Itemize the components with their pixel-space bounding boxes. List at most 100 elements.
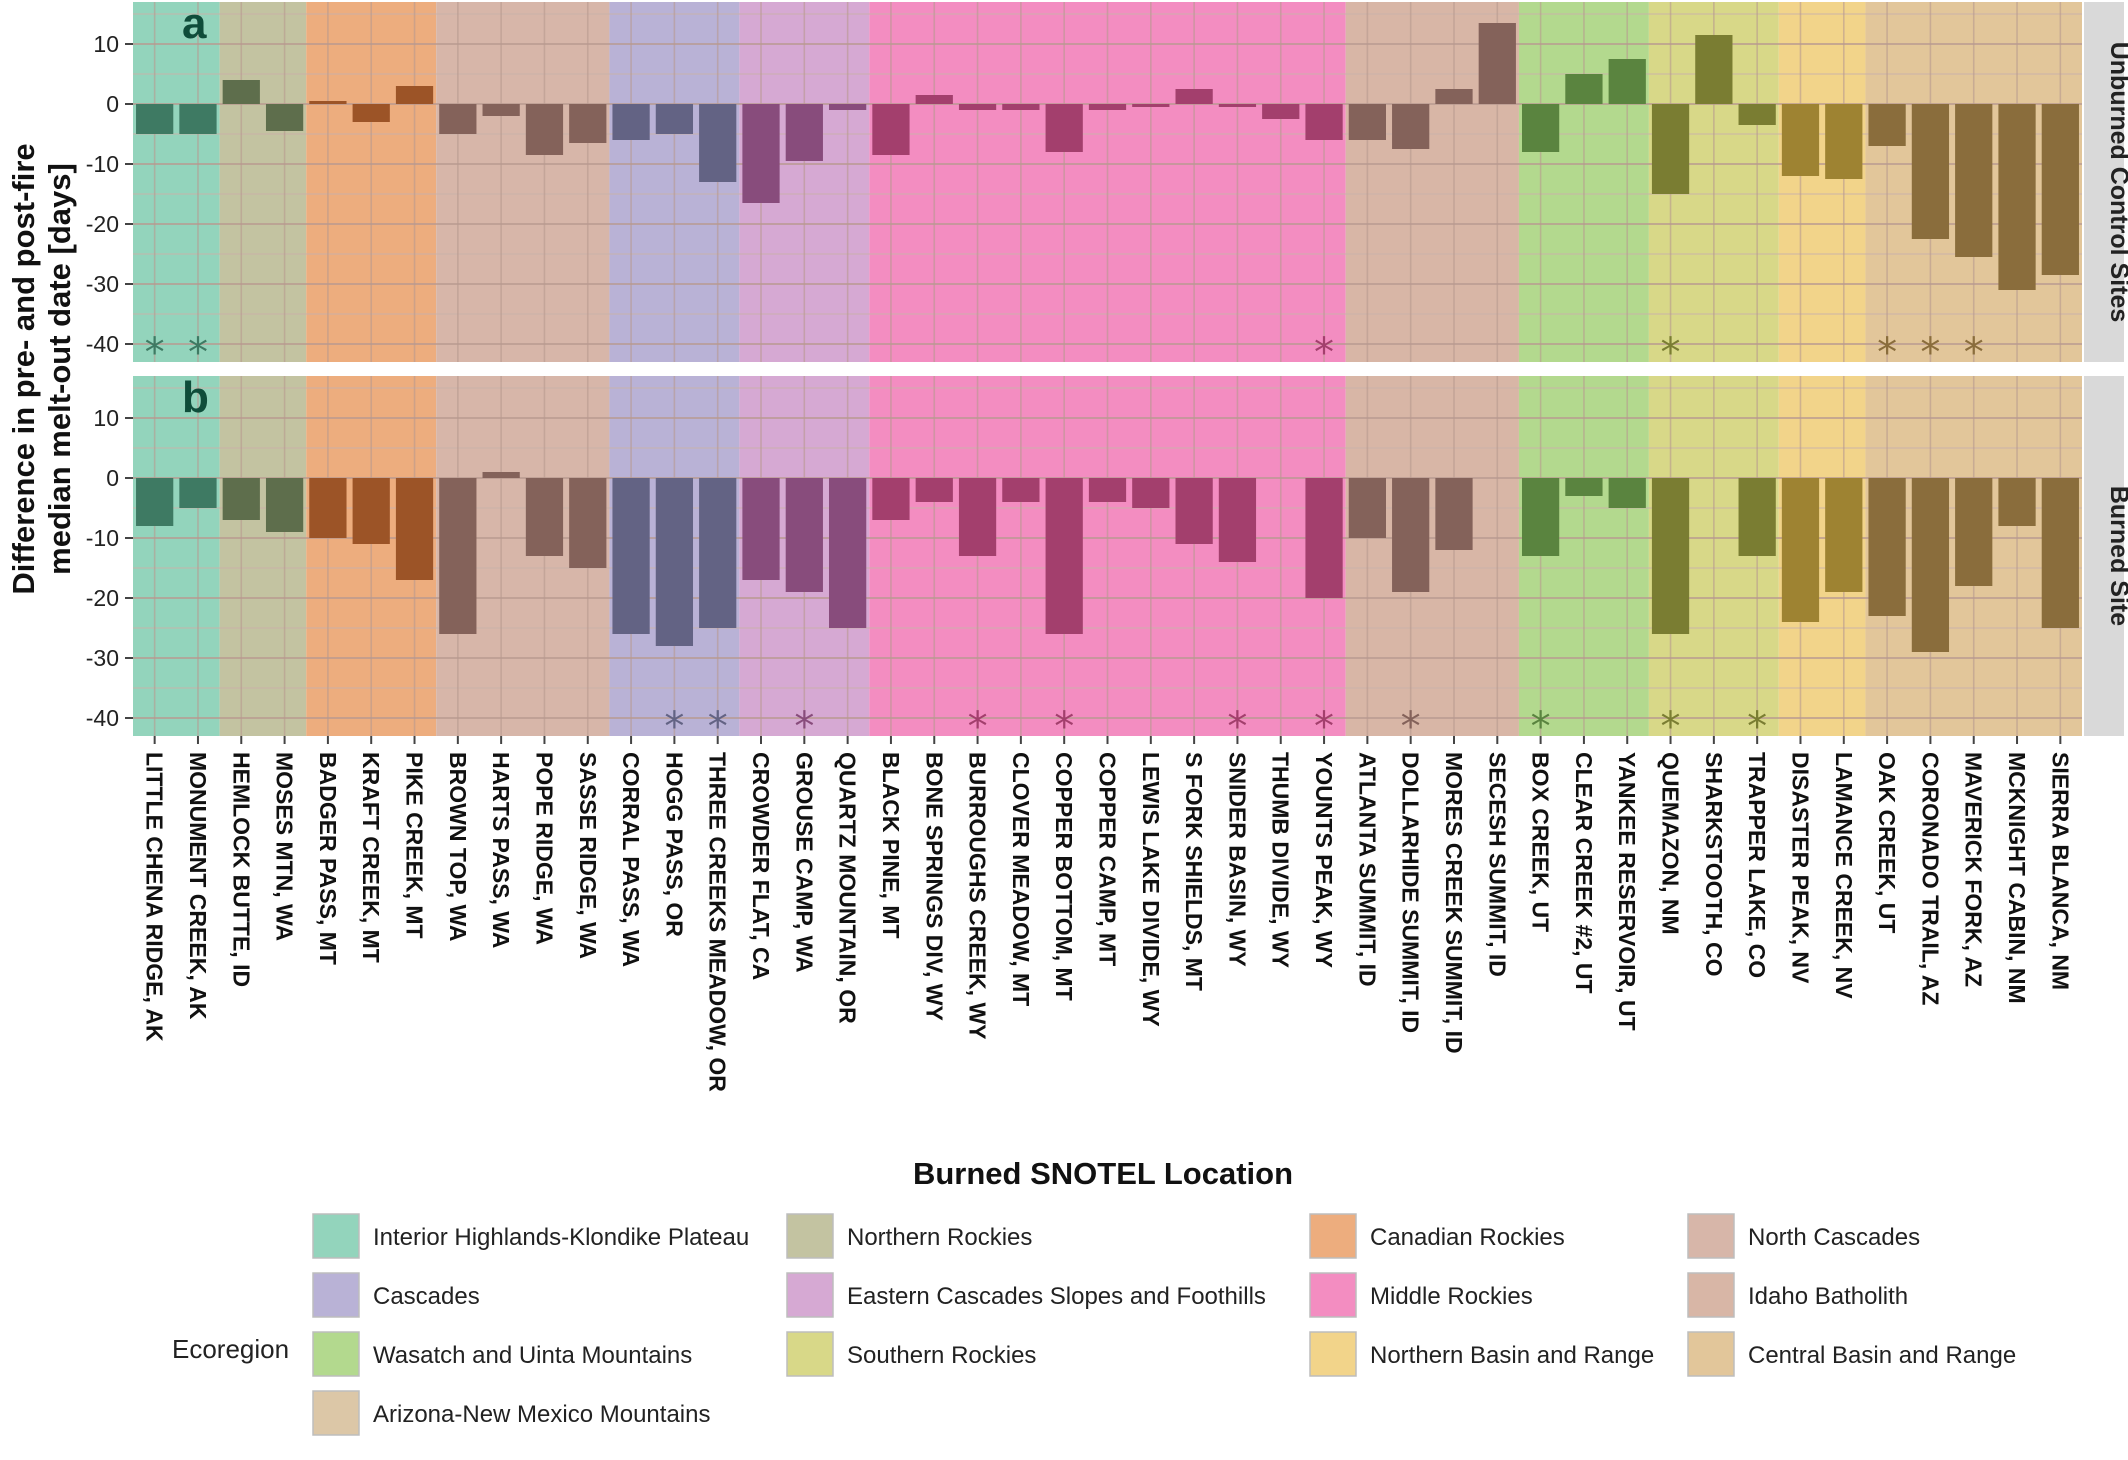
bar [742,104,780,203]
site-label: MCKNIGHT CABIN, NM [2004,752,2030,1004]
bar [1565,478,1603,496]
bar [915,95,953,104]
bar [1781,104,1820,176]
significance-markers: * * * * * * * * * * * * * * * * * * [145,330,1984,750]
site-label: MOSES MTN, WA [272,752,298,941]
legend: Ecoregion Interior Highlands-Klondike Pla… [172,1213,2016,1436]
site-label: QUEMAZON, NM [1658,752,1684,935]
bar [872,478,910,520]
legend-label: Canadian Rockies [1370,1224,1565,1251]
bar [1305,478,1343,598]
bars [136,23,2079,652]
y-tick-label: 0 [106,465,119,491]
bar [1088,478,1127,502]
bar [2041,478,2079,628]
site-label: PIKE CREEK, MT [402,752,428,939]
legend-swatch [1687,1213,1735,1259]
x-axis-site-labels: LITTLE CHENA RIDGE, AK MONUMENT CREEK, AK… [142,736,2073,1092]
y-axis-title-line: Difference in pre- and post-fire [6,143,41,594]
bar [2041,104,2079,275]
significance-star: * [1054,704,1074,750]
bar [1955,478,1993,586]
ecoregion-band [436,2,610,362]
bar [1392,104,1430,149]
bar [1998,104,2036,290]
bar [265,104,304,131]
bar [1565,74,1603,104]
site-label: SASSE RIDGE, WA [575,752,601,959]
site-label: GROUSE CAMP, WA [791,752,817,973]
bar [1175,478,1213,544]
significance-star: * [1661,330,1681,376]
site-label: DISASTER PEAK, NV [1787,752,1813,984]
y-tick-label: 10 [93,31,119,57]
site-label: SIERRA BLANCA, NM [2047,752,2073,990]
bar [785,478,823,592]
y-tick-label: -40 [86,705,119,731]
site-label: COPPER CAMP, MT [1095,752,1121,966]
legend-label: Cascades [373,1283,480,1310]
bar [1045,104,1083,152]
significance-star: * [664,704,684,750]
bar [1608,59,1646,104]
significance-star: * [1314,704,1334,750]
bar [1435,89,1473,104]
bar [482,104,520,116]
site-label: QUARTZ MOUNTAIN, OR [835,752,861,1024]
site-label: COPPER BOTTOM, MT [1051,752,1077,1001]
bar [829,478,867,628]
bar [1002,478,1040,502]
bar [1911,478,1950,652]
bar [1998,478,2036,526]
bar [309,478,347,538]
significance-star: * [1661,704,1681,750]
site-label: SNIDER BASIN, WY [1224,752,1250,967]
bar [1825,478,1863,592]
site-label: CLOVER MEADOW, MT [1008,752,1034,1006]
significance-star: * [968,704,988,750]
bar [1651,104,1690,194]
y-tick-label: -10 [86,151,119,177]
bar [525,104,564,155]
y-tick-label: -30 [86,645,119,671]
legend-title: Ecoregion [172,1334,289,1364]
y-tick-label: 0 [106,91,119,117]
legend-label: Northern Rockies [847,1224,1032,1251]
site-label: BLACK PINE, MT [878,752,904,939]
legend-swatch [786,1213,834,1259]
site-label: CLEAR CREEK #2, UT [1571,752,1597,994]
bar [265,478,304,532]
bar [179,478,217,508]
bar [352,478,390,544]
legend-swatch [312,1213,360,1259]
site-label: MONUMENT CREEK, AK [185,752,211,1020]
y-tick-label: -10 [86,525,119,551]
significance-star: * [1747,704,1767,750]
y-axis-title: Difference in pre- and post-firemedian m… [6,143,77,594]
site-label: CORONADO TRAIL, AZ [1917,752,1943,1005]
bar [1045,478,1083,634]
bar [1868,478,1906,616]
site-label: BOX CREEK, UT [1528,752,1554,932]
significance-star: * [1401,704,1421,750]
significance-star: * [188,330,208,376]
legend-swatch [1309,1331,1357,1377]
site-label: LITTLE CHENA RIDGE, AK [142,752,168,1042]
legend-swatch [312,1272,360,1318]
bar [395,86,434,104]
site-label: YOUNTS PEAK, WY [1311,752,1337,968]
y-tick-label: -20 [86,585,119,611]
site-label: HOGG PASS, OR [661,752,687,937]
bar [655,104,694,134]
bar [136,104,174,134]
legend-swatch [1309,1272,1357,1318]
x-axis-title: Burned SNOTEL Location [913,1156,1293,1191]
site-label: BURROUGHS CREEK, WY [965,752,991,1040]
bar [525,478,564,556]
legend-label: Interior Highlands-Klondike Plateau [373,1224,749,1251]
bar [1392,478,1430,592]
bar [915,478,953,502]
bar [1521,478,1560,556]
bar [612,104,650,140]
panel-tag: a [182,0,207,48]
